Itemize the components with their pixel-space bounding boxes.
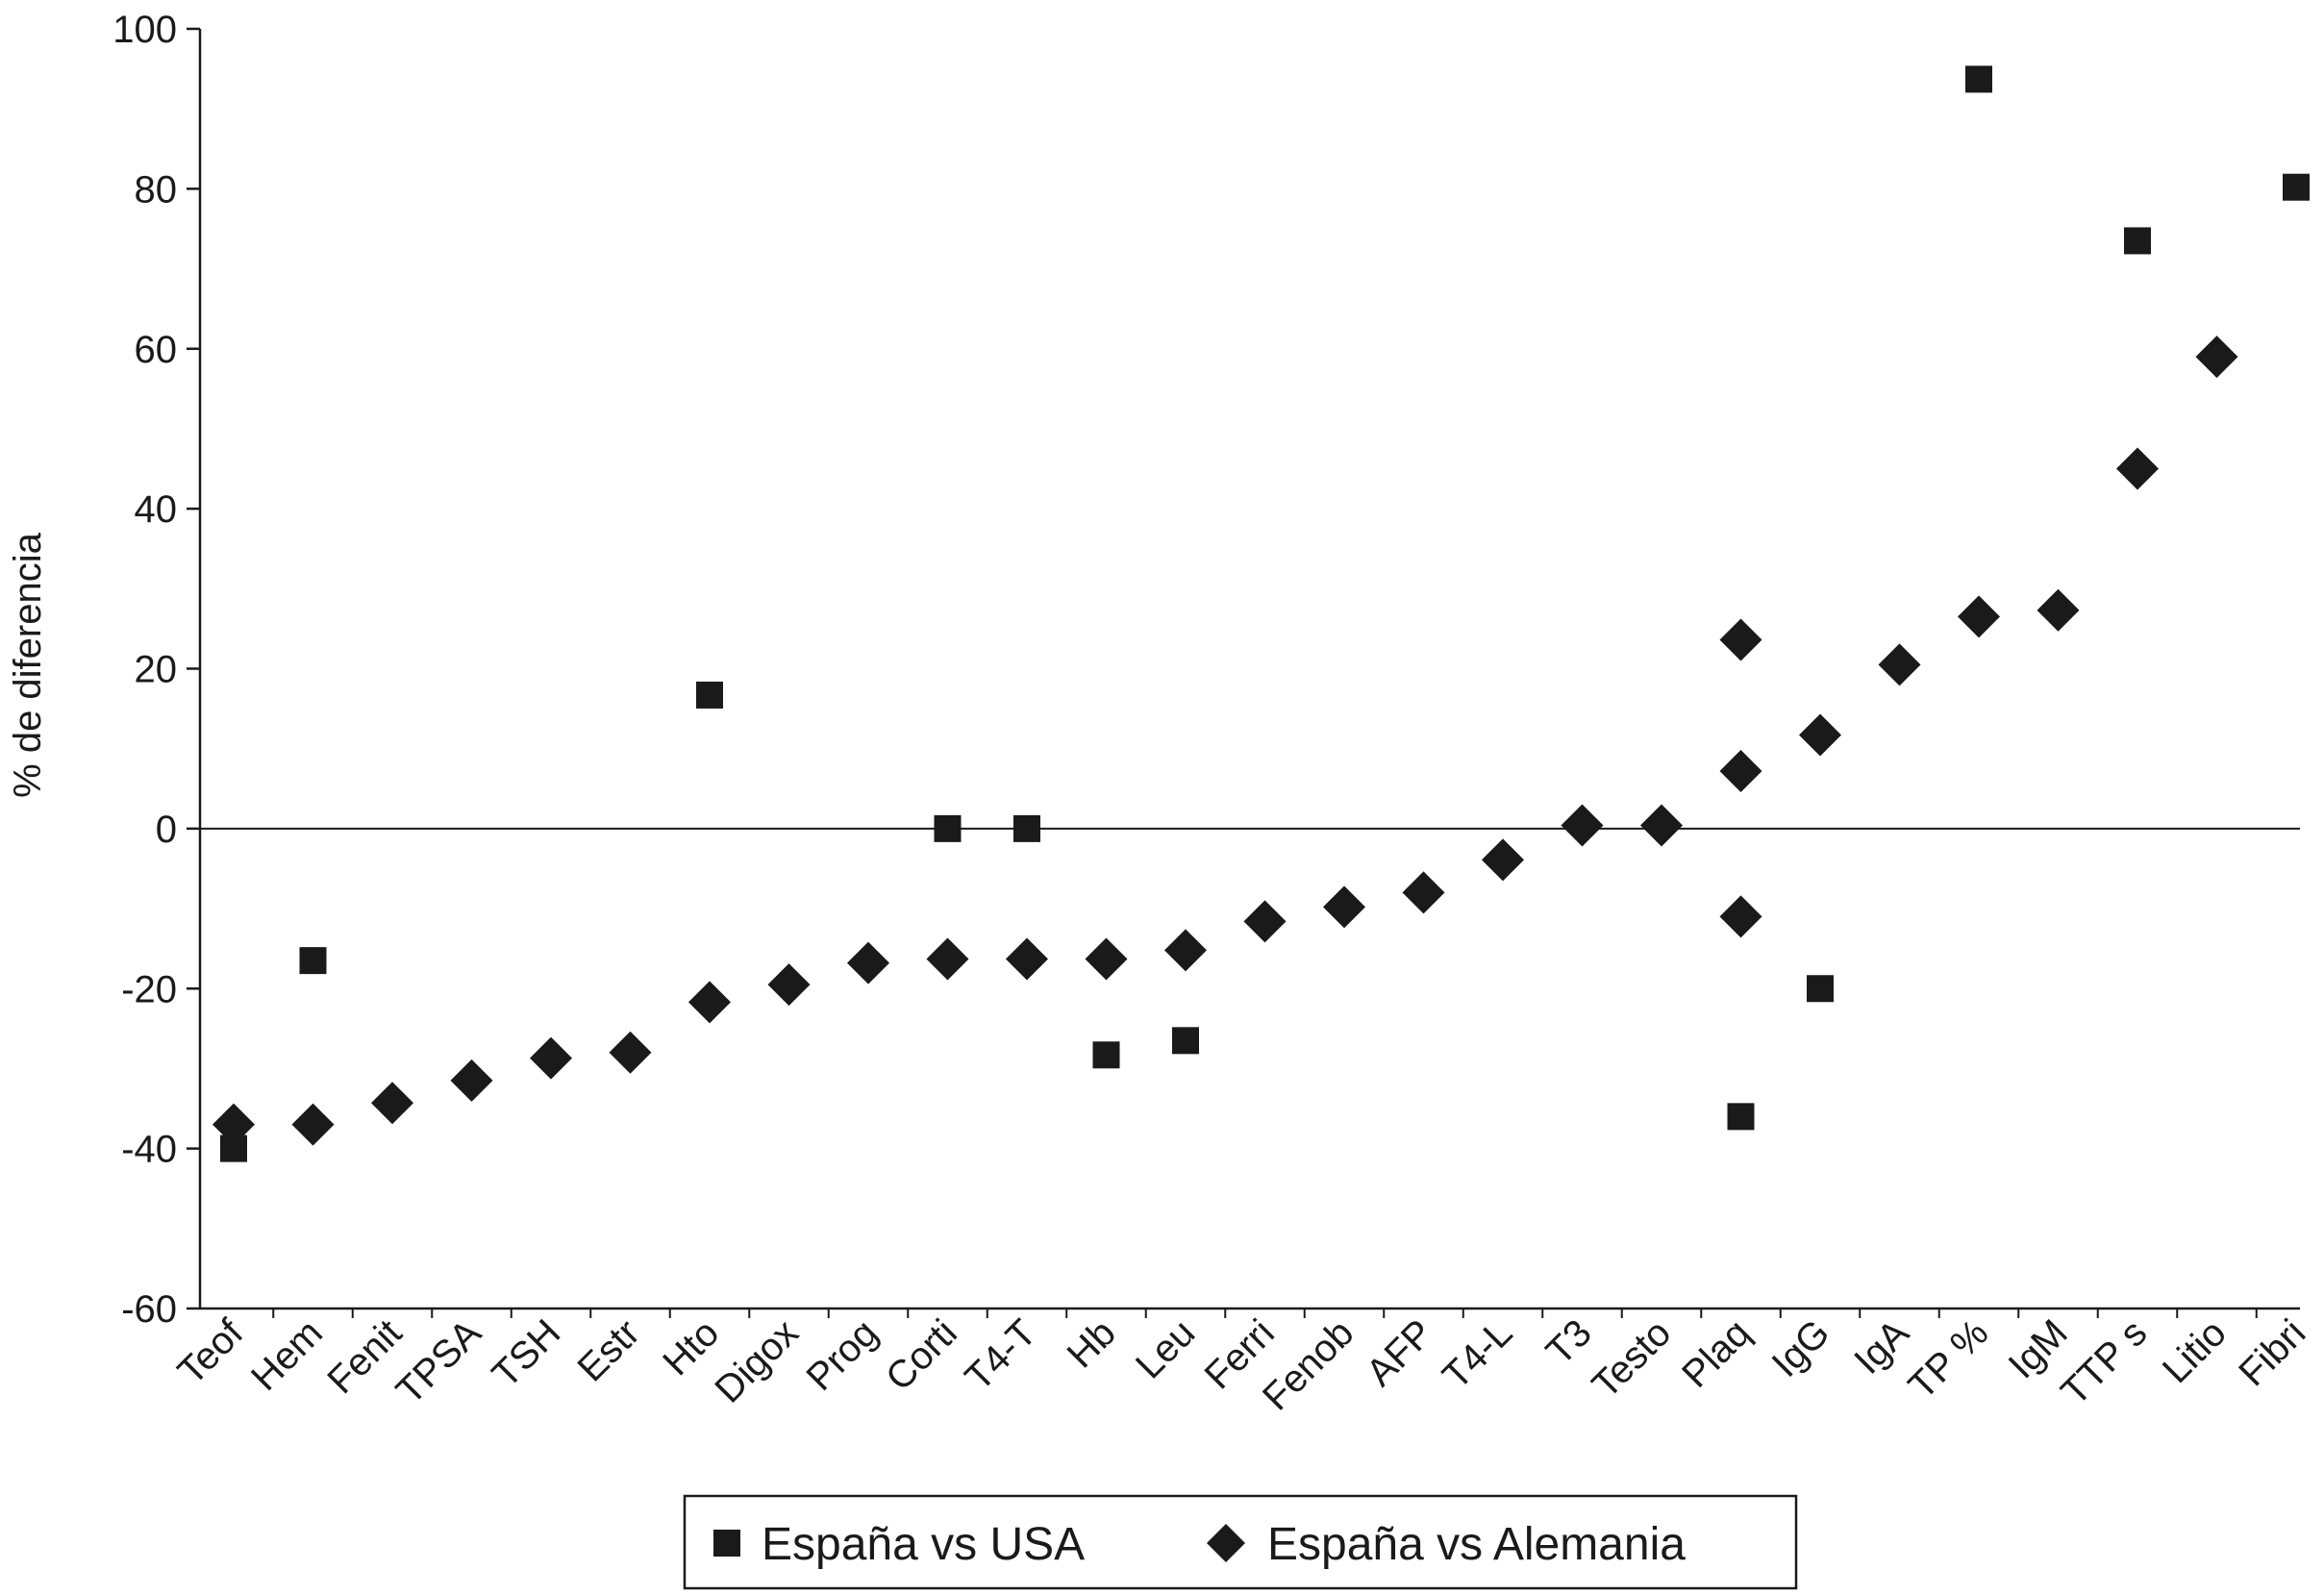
usa-point [1727, 1103, 1755, 1131]
alemania-point [1482, 838, 1524, 882]
x-category-label: T3 [1538, 1311, 1600, 1373]
y-tick-label: 80 [135, 168, 178, 211]
y-tick-label: 60 [135, 329, 178, 371]
alemania-point [2116, 447, 2159, 490]
x-category-label: Fenob [1255, 1311, 1362, 1418]
usa-point [696, 681, 723, 709]
legend-label: España vs Alemania [1267, 1519, 1686, 1570]
alemania-point [1006, 937, 1048, 981]
alemania-point [1640, 804, 1683, 847]
x-category-label: TP % [1901, 1311, 1997, 1408]
x-category-label: Prog [799, 1311, 887, 1399]
alemania-point [1085, 937, 1128, 981]
alemania-point [1878, 643, 1921, 686]
legend: España vs USA España vs Alemania [683, 1494, 1798, 1590]
alemania-point [1719, 895, 1762, 938]
x-category-label: Digox [707, 1311, 806, 1410]
alemania-point [1799, 713, 1841, 757]
alemania-point [2037, 588, 2080, 632]
x-category-label: TTP s [2053, 1311, 2155, 1413]
y-tick-label: -20 [121, 968, 177, 1010]
y-tick-label: 100 [112, 9, 177, 51]
usa-point [2124, 227, 2151, 255]
alemania-point [212, 1103, 255, 1146]
x-category-label: Litio [2155, 1311, 2235, 1391]
alemania-point [1243, 900, 1287, 943]
x-category-label: Leu [1128, 1311, 1203, 1386]
alemania-point [1323, 885, 1365, 929]
alemania-point [688, 981, 731, 1024]
alemania-point [2195, 336, 2238, 379]
y-tick-label: -40 [121, 1129, 177, 1171]
alemania-point [291, 1103, 335, 1146]
y-tick-label: 0 [156, 809, 177, 851]
usa-point [1092, 1041, 1120, 1069]
legend-alemania-marker [1207, 1524, 1245, 1562]
y-axis-ticks: -60 -40 -20 0 20 40 60 80 100 [112, 9, 200, 1331]
alemania-point [609, 1031, 652, 1074]
legend-label: España vs USA [762, 1519, 1085, 1570]
usa-point [1965, 65, 1992, 93]
usa-point [1013, 814, 1040, 842]
alemania-point [847, 941, 889, 984]
x-category-label: Hb [1060, 1311, 1124, 1376]
y-tick-label: -60 [121, 1288, 177, 1331]
x-category-label: T4-T [958, 1311, 1045, 1399]
x-category-label: T4-L [1435, 1311, 1520, 1397]
alemania-point [450, 1059, 493, 1102]
y-tick-label: 40 [135, 488, 178, 531]
x-category-label: Hem [243, 1311, 331, 1399]
alemania-point [1164, 929, 1207, 972]
x-category-label: Corti [878, 1311, 965, 1399]
y-axis-label: % de diferencia [7, 532, 49, 797]
alemania-point [1402, 871, 1445, 914]
x-category-label: IgG [1764, 1311, 1838, 1385]
usa-point [1807, 975, 1834, 1003]
usa-point [934, 814, 962, 842]
alemania-point [926, 937, 969, 981]
x-category-label: Teof [170, 1311, 252, 1393]
usa-point [299, 947, 327, 975]
x-category-label: AFP [1359, 1311, 1441, 1394]
x-category-label: Plaq [1674, 1311, 1759, 1396]
x-category-label: Testo [1585, 1311, 1680, 1407]
x-category-label: TPSA [388, 1311, 489, 1412]
alemania-point [1719, 749, 1762, 792]
alemania-point [1561, 804, 1604, 847]
data-points [212, 65, 2310, 1162]
axes [198, 29, 2300, 1310]
usa-point [1172, 1027, 1199, 1055]
alemania-point [1958, 595, 2000, 638]
usa-point [2283, 173, 2310, 201]
x-category-label: Fibri [2231, 1311, 2313, 1394]
legend-usa-marker [713, 1530, 740, 1557]
legend-box [683, 1494, 1798, 1590]
alemania-point [371, 1082, 413, 1125]
y-tick-label: 20 [135, 649, 178, 691]
alemania-point [530, 1036, 572, 1080]
x-category-label: Estr [569, 1311, 647, 1389]
alemania-point [1719, 618, 1762, 661]
alemania-point [767, 963, 811, 1007]
x-category-label: TSH [485, 1311, 569, 1396]
